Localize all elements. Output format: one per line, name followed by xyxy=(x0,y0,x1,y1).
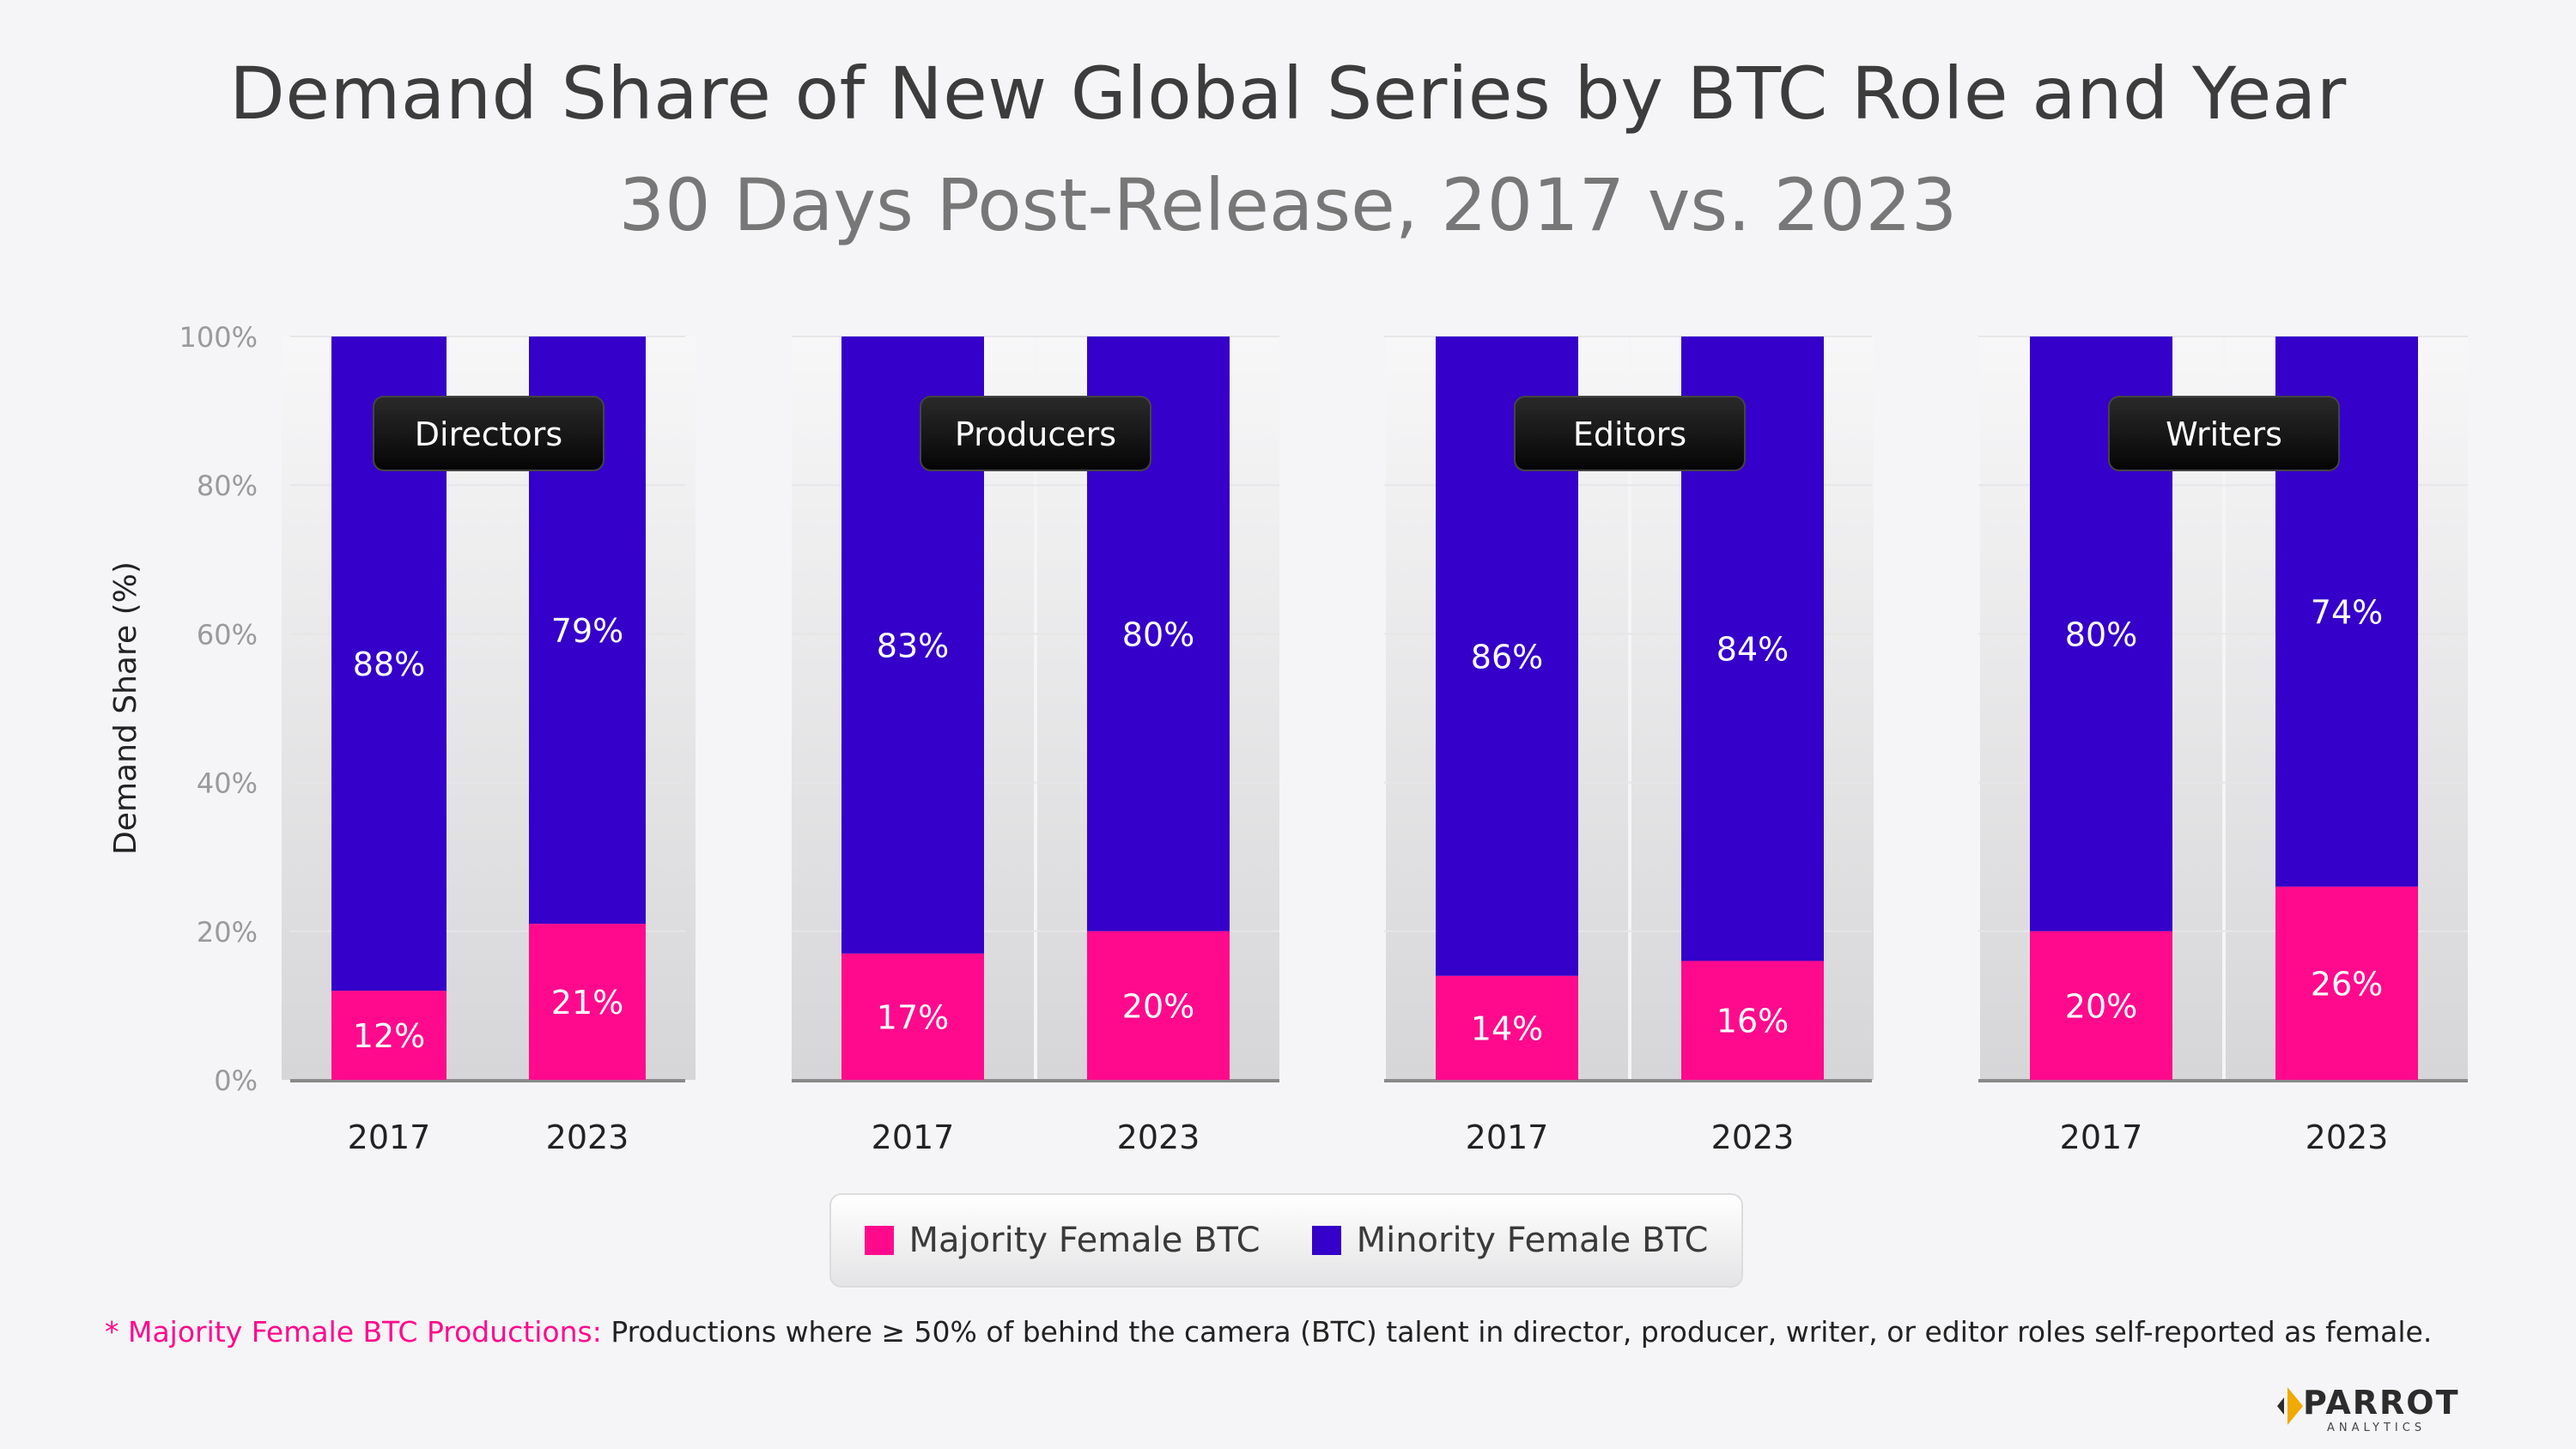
x-tick-label: 2023 xyxy=(1711,1119,1795,1156)
legend-swatch-minority xyxy=(1311,1226,1341,1255)
data-label-minority: 88% xyxy=(353,646,425,683)
bar-majority-2023 xyxy=(1681,961,1824,1080)
footnote-highlight: * Majority Female BTC Productions: xyxy=(105,1315,602,1349)
logo-sub: ANALYTICS xyxy=(2327,1422,2427,1434)
data-label-minority: 79% xyxy=(551,612,623,650)
y-tick-label: 0% xyxy=(214,1064,258,1097)
chart-subtitle: 30 Days Post-Release, 2017 vs. 2023 xyxy=(618,163,1958,247)
y-tick-label: 40% xyxy=(197,767,258,800)
data-label-minority: 83% xyxy=(877,627,949,664)
x-tick-label: 2017 xyxy=(1466,1119,1549,1156)
chart-title: Demand Share of New Global Series by BTC… xyxy=(229,52,2347,136)
x-tick-label: 2017 xyxy=(348,1119,431,1156)
role-label: Writers xyxy=(2166,415,2282,453)
bar-majority-2017 xyxy=(1436,975,1578,1080)
panel-directors: 12% 88% 2017 21% 79% 2023 Directors xyxy=(282,336,696,1156)
data-label-majority: 26% xyxy=(2311,965,2383,1003)
data-label-majority: 14% xyxy=(1471,1009,1543,1047)
bar-majority-2017 xyxy=(331,991,447,1080)
data-label-minority: 86% xyxy=(1471,638,1543,676)
legend-label-minority: Minority Female BTC xyxy=(1356,1221,1709,1260)
parrot-analytics-logo: PARROT ANALYTICS xyxy=(2267,1380,2473,1437)
panel-producers: 17% 83% 2017 20% 80% 2023 Producers xyxy=(792,336,1279,1156)
panel-editors: 14% 86% 2017 16% 84% 2023 Editors xyxy=(1384,336,1874,1156)
panel-writers: 20% 80% 2017 26% 74% 2023 Writers xyxy=(1978,336,2468,1156)
role-label-box xyxy=(373,396,605,471)
y-tick-label: 80% xyxy=(197,470,258,502)
data-label-majority: 21% xyxy=(551,984,623,1022)
bar-majority-2017 xyxy=(841,953,984,1080)
data-label-majority: 17% xyxy=(877,998,949,1036)
x-tick-label: 2017 xyxy=(872,1119,955,1156)
data-label-minority: 84% xyxy=(1716,631,1789,669)
legend-label-majority: Majority Female BTC xyxy=(908,1221,1261,1260)
logo-word: PARROT xyxy=(2303,1384,2460,1422)
parrot-logo-icon xyxy=(2277,1387,2303,1425)
footnote-text: Productions where ≥ 50% of behind the ca… xyxy=(601,1315,2433,1349)
x-tick-label: 2023 xyxy=(1117,1119,1200,1156)
y-tick-label: 100% xyxy=(179,321,258,354)
bar-majority-2017 xyxy=(2030,931,2172,1080)
y-tick-label: 20% xyxy=(197,916,258,949)
data-label-majority: 20% xyxy=(2065,987,2137,1025)
role-label: Editors xyxy=(1573,415,1686,453)
data-label-majority: 12% xyxy=(353,1017,425,1055)
data-label-majority: 20% xyxy=(1122,987,1194,1025)
x-tick-label: 2017 xyxy=(2060,1119,2143,1156)
legend-item-majority: Majority Female BTC xyxy=(864,1221,1261,1260)
data-label-majority: 16% xyxy=(1716,1003,1789,1040)
y-axis-title: Demand Share (%) xyxy=(108,561,143,855)
role-label-box xyxy=(2108,396,2340,471)
data-label-minority: 74% xyxy=(2311,593,2383,631)
bar-majority-2023 xyxy=(529,924,646,1080)
y-tick-label: 60% xyxy=(197,618,258,651)
role-label-box xyxy=(1514,396,1746,471)
legend-swatch-majority xyxy=(864,1226,894,1255)
role-label: Producers xyxy=(955,415,1116,453)
legend-item-minority: Minority Female BTC xyxy=(1311,1221,1709,1260)
role-label-box xyxy=(920,396,1151,471)
bar-majority-2023 xyxy=(2275,886,2418,1080)
stacked-bar-chart: 12%88%201721%79%2023Directors17%83%20172… xyxy=(108,321,2468,1156)
x-tick-label: 2023 xyxy=(546,1119,629,1156)
role-label: Directors xyxy=(415,415,562,453)
x-tick-label: 2023 xyxy=(2306,1119,2389,1156)
data-label-minority: 80% xyxy=(1122,615,1194,653)
footnote: * Majority Female BTC Productions: Produ… xyxy=(105,1315,2576,1349)
legend: Majority Female BTC Minority Female BTC xyxy=(829,1193,1743,1288)
bar-majority-2023 xyxy=(1087,931,1230,1080)
data-label-minority: 80% xyxy=(2065,615,2137,653)
